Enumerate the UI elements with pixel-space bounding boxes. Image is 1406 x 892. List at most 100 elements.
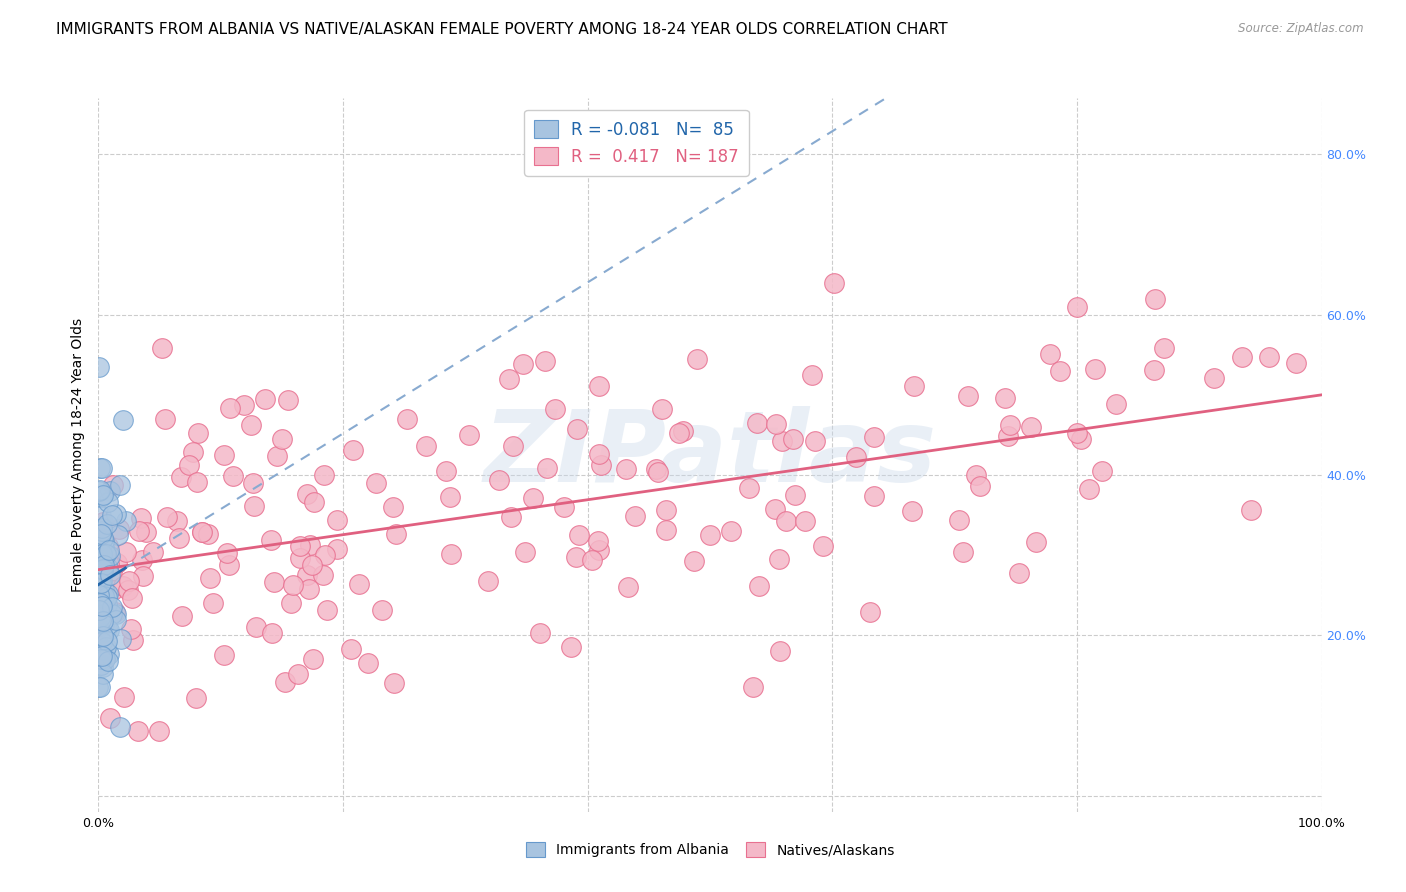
Point [89, 483, 111, 498]
Point [91, 555, 114, 569]
Point [699, 528, 721, 542]
Point [536, 460, 558, 475]
Point [98, 549, 121, 563]
Point [115, 514, 138, 528]
Point [112, 690, 135, 704]
Point [1084, 361, 1107, 376]
Point [97, 539, 120, 553]
Point [651, 402, 673, 417]
Point [738, 481, 761, 495]
Point [614, 462, 637, 476]
Point [93, 616, 115, 631]
Point [91, 667, 114, 681]
Point [93, 589, 115, 603]
Point [560, 640, 582, 655]
Point [956, 388, 979, 402]
Point [782, 432, 804, 446]
Point [87, 588, 110, 602]
Point [91, 614, 114, 628]
Point [655, 523, 678, 537]
Point [91, 562, 114, 576]
Point [263, 574, 285, 589]
Point [111, 413, 134, 427]
Point [588, 533, 610, 548]
Point [763, 502, 786, 516]
Point [1019, 420, 1042, 434]
Point [314, 548, 336, 562]
Point [745, 416, 768, 430]
Point [588, 447, 610, 461]
Point [588, 543, 610, 558]
Point [280, 596, 302, 610]
Point [647, 465, 669, 479]
Point [98, 711, 121, 725]
Point [765, 417, 787, 431]
Point [115, 545, 138, 559]
Point [283, 578, 305, 592]
Point [212, 448, 235, 462]
Point [998, 417, 1021, 432]
Point [100, 607, 122, 622]
Point [117, 582, 139, 597]
Point [295, 487, 318, 501]
Point [89, 596, 111, 610]
Point [96, 597, 118, 611]
Point [969, 479, 991, 493]
Point [340, 642, 363, 657]
Point [529, 625, 551, 640]
Point [364, 476, 387, 491]
Point [90, 547, 112, 561]
Point [201, 596, 224, 610]
Point [89, 649, 111, 664]
Point [89, 484, 111, 499]
Point [801, 368, 824, 383]
Point [94, 642, 117, 657]
Point [439, 490, 461, 504]
Point [198, 571, 221, 585]
Point [90, 635, 112, 649]
Point [90, 652, 112, 666]
Point [153, 412, 176, 426]
Point [112, 579, 135, 593]
Point [1257, 350, 1279, 364]
Point [1066, 426, 1088, 441]
Point [91, 609, 114, 624]
Point [260, 533, 283, 548]
Point [720, 524, 742, 538]
Point [823, 276, 845, 290]
Point [501, 509, 523, 524]
Point [87, 542, 110, 557]
Point [90, 599, 112, 613]
Point [97, 587, 120, 601]
Point [89, 602, 111, 616]
Point [148, 723, 170, 738]
Point [217, 546, 239, 560]
Point [232, 398, 254, 412]
Point [382, 500, 405, 514]
Point [342, 442, 364, 457]
Point [218, 558, 240, 572]
Point [254, 392, 277, 406]
Point [901, 504, 924, 518]
Point [90, 613, 112, 627]
Point [588, 379, 610, 393]
Point [122, 632, 145, 647]
Point [170, 470, 193, 484]
Point [512, 357, 534, 371]
Point [96, 621, 118, 635]
Point [683, 554, 706, 568]
Point [1202, 371, 1225, 385]
Point [1240, 503, 1263, 517]
Point [302, 652, 325, 666]
Point [686, 352, 709, 367]
Point [104, 613, 127, 627]
Point [101, 508, 124, 522]
Point [769, 644, 792, 658]
Point [105, 607, 128, 621]
Point [965, 467, 987, 482]
Point [108, 478, 131, 492]
Point [440, 547, 463, 561]
Point [415, 439, 437, 453]
Point [617, 580, 640, 594]
Point [903, 379, 925, 393]
